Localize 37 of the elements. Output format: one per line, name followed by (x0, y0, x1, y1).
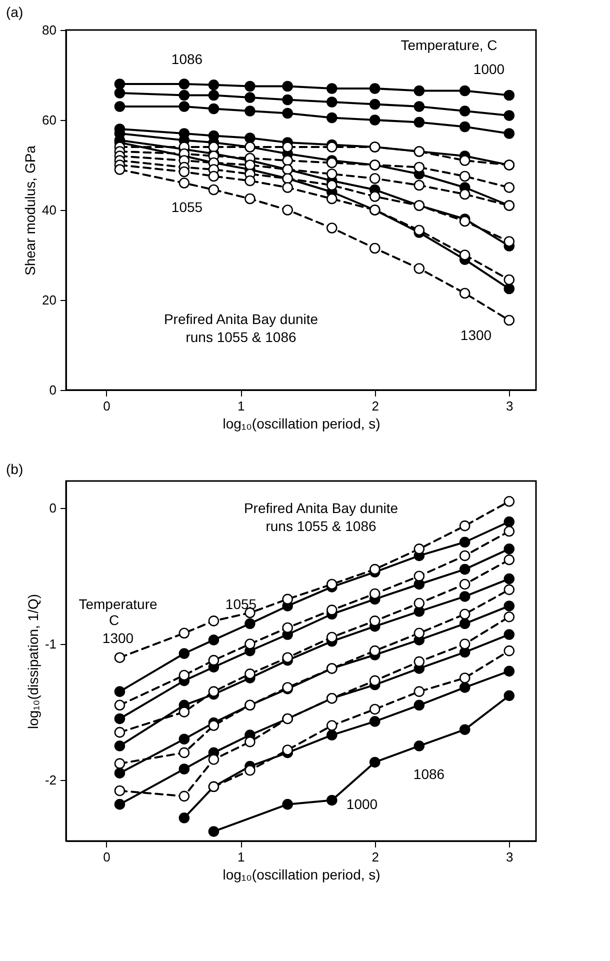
annotation: 1000 (473, 61, 505, 77)
x-tick-label: 1 (237, 850, 245, 864)
x-tick-label: 0 (103, 398, 110, 414)
x-axis-title: log₁₀(oscillation period, s) (222, 416, 380, 432)
x-axis-title: log₁₀(oscillation period, s) (222, 866, 380, 882)
x-tick-label: 0 (103, 850, 110, 864)
annotation: runs 1055 & 1086 (266, 518, 376, 534)
x-tick-label: 3 (506, 850, 514, 864)
y-tick-label: 0 (49, 500, 56, 516)
chart-title: (a) (6, 4, 24, 20)
annotation: 1000 (346, 796, 378, 812)
y-tick-label: 20 (42, 292, 56, 308)
x-tick-label: 2 (372, 850, 379, 864)
annotation: 1055 (171, 199, 203, 215)
x-tick-label: 3 (506, 398, 514, 414)
chart-title: (b) (6, 461, 24, 477)
annotation: C (108, 612, 120, 628)
x-tick-label: 1 (237, 398, 245, 414)
annotation: Prefired Anita Bay dunite (244, 500, 398, 516)
annotation: 1300 (102, 630, 134, 646)
y-tick-label: 80 (42, 22, 56, 38)
annotation: 1300 (460, 327, 492, 343)
y-axis-title: log₁₀(dissipation, 1/Q) (24, 594, 41, 730)
annotation: 1086 (171, 51, 203, 67)
y-tick-label: -1 (44, 636, 56, 652)
y-axis-title: Shear modulus, GPa (22, 145, 38, 276)
y-tick-label: 0 (49, 382, 56, 398)
annotation: Prefired Anita Bay dunite (164, 311, 318, 327)
x-tick-label: 2 (372, 398, 379, 414)
annotation: runs 1055 & 1086 (186, 329, 296, 345)
annotation: Temperature (78, 596, 158, 612)
annotation: Temperature, C (400, 37, 498, 53)
annotation: 1086 (413, 766, 445, 782)
y-tick-label: -2 (44, 772, 56, 788)
y-tick-label: 60 (42, 112, 56, 128)
y-tick-label: 40 (42, 202, 56, 218)
annotation: 1055 (225, 596, 257, 612)
